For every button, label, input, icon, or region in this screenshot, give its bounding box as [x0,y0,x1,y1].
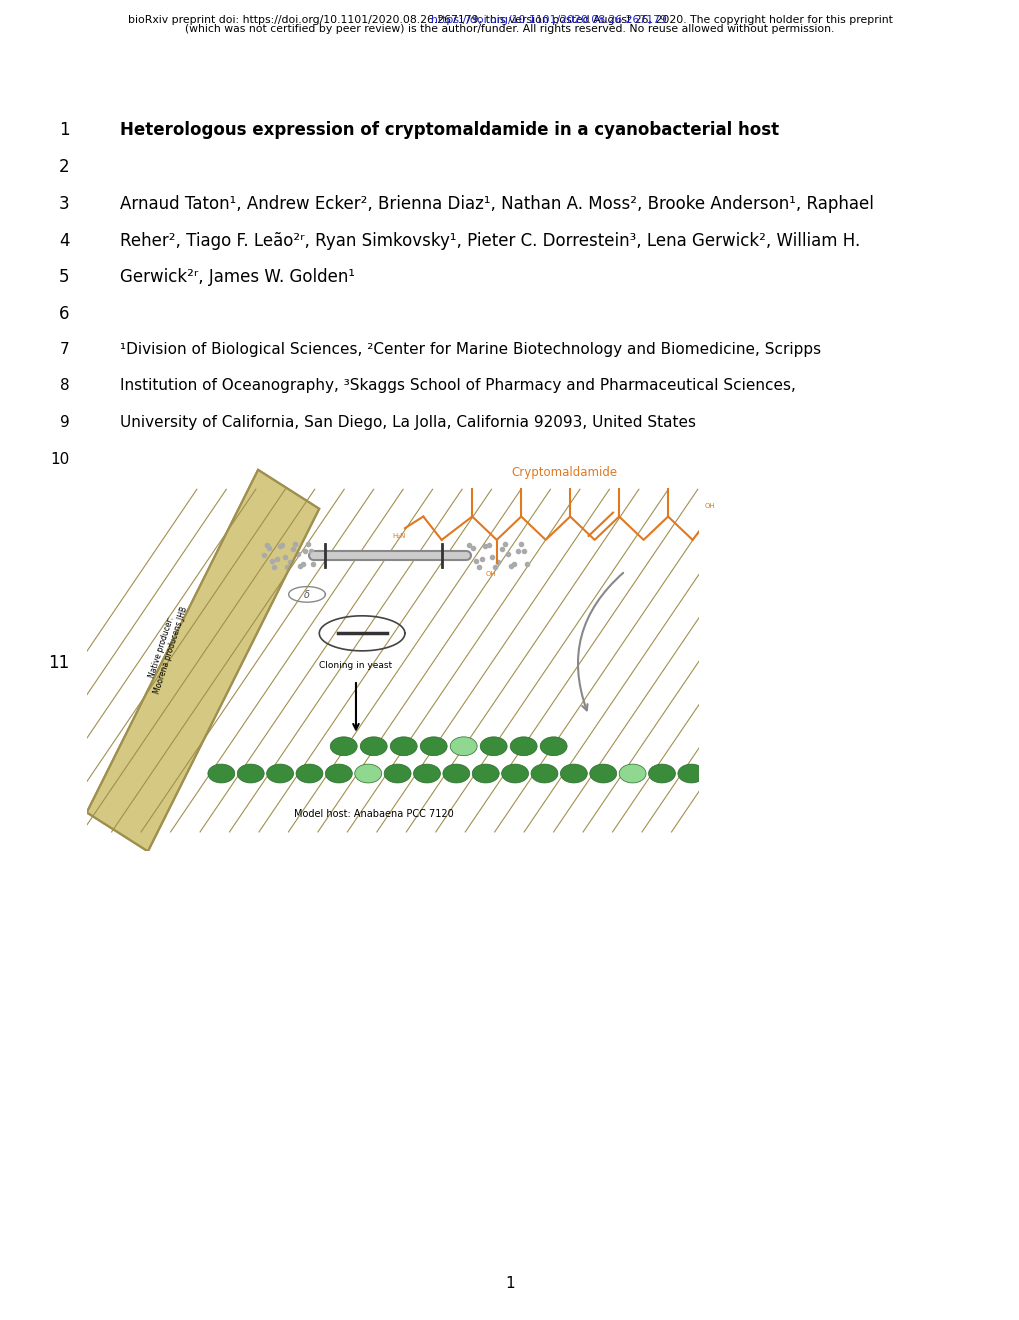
Text: 7: 7 [60,342,69,356]
Text: 1: 1 [59,121,69,140]
Text: 6: 6 [59,305,69,323]
Ellipse shape [510,737,537,755]
Ellipse shape [237,764,264,783]
Ellipse shape [442,764,470,783]
Ellipse shape [449,737,477,755]
Ellipse shape [678,764,704,783]
Text: H₂N: H₂N [392,533,406,539]
Text: Native producer:
Moorena producens JHB: Native producer: Moorena producens JHB [143,603,190,696]
Ellipse shape [413,764,440,783]
Text: OH: OH [485,572,495,577]
Text: ¹Division of Biological Sciences, ²Center for Marine Biotechnology and Biomedici: ¹Division of Biological Sciences, ²Cente… [120,342,820,356]
Text: 10: 10 [50,451,69,467]
Ellipse shape [531,764,557,783]
Text: Heterologous expression of cryptomaldamide in a cyanobacterial host: Heterologous expression of cryptomaldami… [120,121,779,140]
Ellipse shape [420,737,446,755]
Ellipse shape [765,764,792,783]
Text: Cryptomaldamide: Cryptomaldamide [511,466,616,479]
Text: https://doi.org/10.1101/2020.08.26.267179: https://doi.org/10.1101/2020.08.26.26717… [354,15,665,25]
Text: 2: 2 [59,158,69,176]
Text: Arnaud Taton¹, Andrew Ecker², Brienna Diaz¹, Nathan A. Moss², Brooke Anderson¹, : Arnaud Taton¹, Andrew Ecker², Brienna Di… [120,195,873,213]
Polygon shape [87,470,319,851]
Ellipse shape [296,764,323,783]
Ellipse shape [706,764,734,783]
Ellipse shape [355,764,381,783]
Ellipse shape [325,764,352,783]
Text: OH: OH [704,503,714,508]
Text: $\delta$: $\delta$ [303,589,311,601]
Ellipse shape [501,764,528,783]
Text: 5: 5 [59,268,69,286]
Ellipse shape [540,737,567,755]
Ellipse shape [384,764,411,783]
Text: Reher², Tiago F. Leão²ʳ, Ryan Simkovsky¹, Pieter C. Dorrestein³, Lena Gerwick², : Reher², Tiago F. Leão²ʳ, Ryan Simkovsky¹… [120,231,860,249]
Text: bioRxiv preprint doi: https://doi.org/10.1101/2020.08.26.267179; this version po: bioRxiv preprint doi: https://doi.org/10… [127,15,892,25]
Ellipse shape [360,737,387,755]
Ellipse shape [559,764,587,783]
Ellipse shape [208,764,234,783]
Text: Gerwick²ʳ, James W. Golden¹: Gerwick²ʳ, James W. Golden¹ [120,268,355,286]
Ellipse shape [266,764,293,783]
Ellipse shape [480,737,506,755]
Text: University of California, San Diego, La Jolla, California 92093, United States: University of California, San Diego, La … [120,414,696,430]
Ellipse shape [589,764,616,783]
Ellipse shape [648,764,675,783]
Text: 11: 11 [48,653,69,672]
Ellipse shape [330,737,357,755]
Text: 8: 8 [60,379,69,393]
Ellipse shape [619,764,645,783]
Text: 9: 9 [59,414,69,430]
Ellipse shape [390,737,417,755]
Text: 4: 4 [59,231,69,249]
Text: Cloning in yeast: Cloning in yeast [319,660,392,669]
Text: Model host: Anabaena PCC 7120: Model host: Anabaena PCC 7120 [294,809,453,818]
Text: 1: 1 [504,1276,515,1291]
Ellipse shape [472,764,498,783]
Text: 3: 3 [59,195,69,213]
Ellipse shape [736,764,763,783]
Text: (which was not certified by peer review) is the author/funder. All rights reserv: (which was not certified by peer review)… [185,24,834,34]
Text: Institution of Oceanography, ³Skaggs School of Pharmacy and Pharmaceutical Scien: Institution of Oceanography, ³Skaggs Sch… [120,379,796,393]
